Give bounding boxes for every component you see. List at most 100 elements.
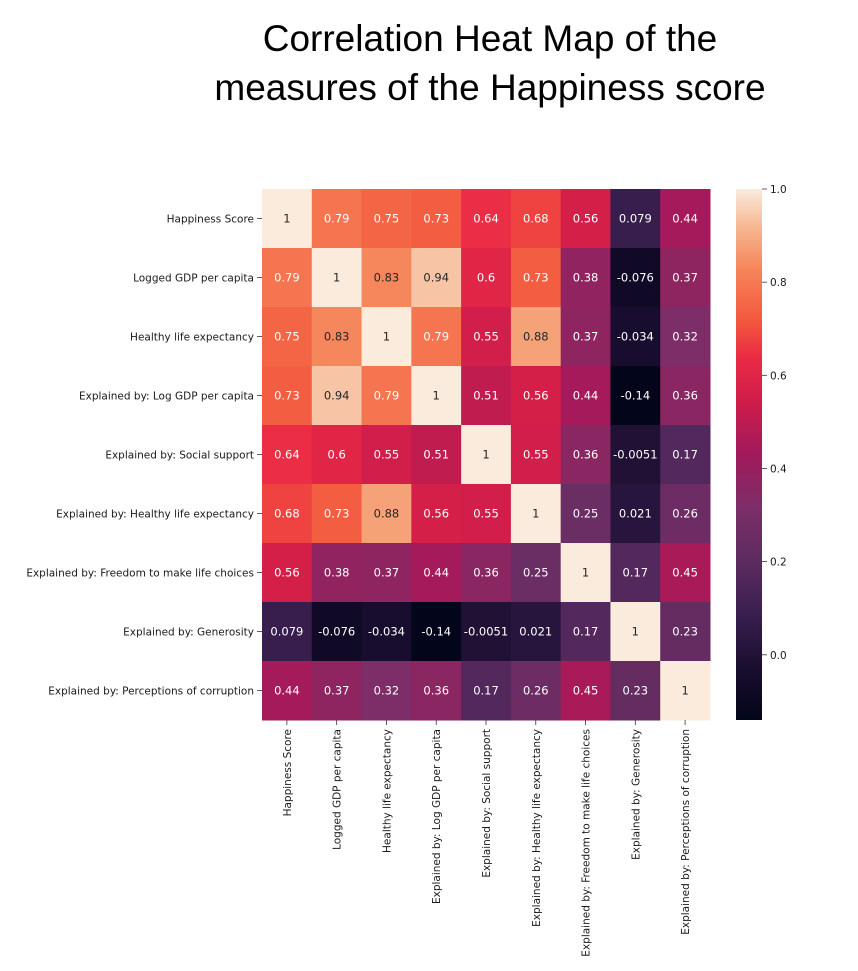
heatmap-cell (311, 189, 363, 249)
heatmap-cell-label: 0.17 (473, 684, 499, 698)
heatmap-cell (660, 425, 711, 485)
heatmap-cell (262, 602, 313, 662)
heatmap-cell-label: 1 (482, 448, 489, 462)
row-label: Explained by: Perceptions of corruption (48, 686, 254, 698)
heatmap-cell-label: 0.73 (523, 271, 549, 285)
heatmap-cell (311, 484, 363, 544)
heatmap-cell-label: 0.23 (623, 684, 649, 698)
colorbar-tick-label: 0.4 (770, 463, 787, 475)
heatmap-cell-label: 0.64 (473, 212, 499, 226)
heatmap-cell-label: -0.034 (617, 330, 654, 344)
heatmap-cell (610, 425, 661, 485)
heatmap-cell (660, 543, 711, 603)
heatmap-cell (660, 602, 711, 662)
heatmap-cell (311, 425, 363, 485)
heatmap-cell (660, 189, 711, 249)
heatmap-cell-label: 0.079 (619, 212, 652, 226)
heatmap-cell (311, 543, 363, 603)
heatmap-cell-label: 0.56 (573, 212, 599, 226)
heatmap-cell-label: 0.73 (274, 389, 300, 403)
heatmap-cell-label: 1 (632, 625, 639, 639)
heatmap-cell-label: 0.37 (374, 566, 400, 580)
heatmap-cell-label: 1 (283, 212, 290, 226)
heatmap-cell (262, 366, 313, 426)
heatmap-row-labels: Happiness Score Logged GDP per capita Heal… (26, 214, 262, 698)
heatmap-cell (311, 248, 363, 308)
heatmap-cell (311, 307, 363, 367)
heatmap-cell (361, 248, 412, 308)
heatmap-cell (411, 484, 462, 544)
heatmap-cell-label: -0.076 (318, 625, 355, 639)
row-label: Logged GDP per capita (133, 273, 254, 285)
heatmap-cell-label: 0.55 (473, 330, 499, 344)
heatmap-cell-label: 0.37 (324, 684, 350, 698)
heatmap-cell (510, 602, 562, 662)
heatmap-cell-label: 0.45 (573, 684, 599, 698)
row-label: Explained by: Freedom to make life choic… (26, 568, 254, 580)
heatmap-cell (461, 484, 512, 544)
colorbar-tick-label: 0.6 (770, 370, 787, 382)
heatmap-cell-label: -0.0051 (613, 448, 657, 462)
heatmap-cell-label: 0.45 (672, 566, 698, 580)
heatmap-cell-label: 0.55 (473, 507, 499, 521)
heatmap-cell-label: 0.88 (523, 330, 549, 344)
heatmap-cell (510, 425, 562, 485)
heatmap-cell (411, 543, 462, 603)
heatmap-cell-label: -0.14 (421, 625, 451, 639)
heatmap-cell (262, 425, 313, 485)
row-label: Happiness Score (167, 214, 254, 226)
chart-title-line-1: Correlation Heat Map of the (262, 18, 718, 59)
heatmap-cell-label: 0.6 (328, 448, 346, 462)
heatmap-cell (660, 366, 711, 426)
column-label: Logged GDP per capita (332, 729, 344, 850)
heatmap-cell-label: 0.37 (672, 271, 698, 285)
heatmap-cell-label: 0.021 (519, 625, 552, 639)
heatmap-cell (660, 661, 711, 721)
colorbar-tick-label: 0.2 (770, 557, 787, 569)
heatmap-cell-label: 0.021 (619, 507, 652, 521)
colorbar-tick-label: 0.8 (770, 277, 787, 289)
column-label: Explained by: Log GDP per capita (431, 729, 443, 904)
heatmap-cell (560, 307, 611, 367)
heatmap-cells: 1 0.79 0.75 0.73 0.64 0.68 0.56 0.079 0.44 0.79 1 0… (262, 189, 711, 721)
heatmap-cell (361, 543, 412, 603)
heatmap-cell (660, 484, 711, 544)
heatmap-cell-label: -0.076 (617, 271, 654, 285)
heatmap-cell (510, 366, 562, 426)
heatmap-cell (361, 307, 412, 367)
heatmap-cell (361, 484, 412, 544)
heatmap-cell (560, 602, 611, 662)
heatmap-cell-label: 0.79 (374, 389, 400, 403)
heatmap-cell (510, 189, 562, 249)
heatmap-cell (560, 425, 611, 485)
column-label: Explained by: Freedom to make life choic… (581, 729, 593, 957)
heatmap-cell-label: 0.55 (523, 448, 549, 462)
heatmap-cell-label: 0.36 (473, 566, 499, 580)
heatmap-cell-label: -0.034 (368, 625, 405, 639)
heatmap-cell-label: 0.79 (423, 330, 449, 344)
heatmap-cell-label: 0.17 (573, 625, 599, 639)
colorbar-gradient (736, 189, 762, 720)
heatmap-cell (361, 425, 412, 485)
heatmap-cell-label: 0.56 (523, 389, 549, 403)
heatmap-cell-label: 0.23 (672, 625, 698, 639)
heatmap-cell (510, 248, 562, 308)
heatmap-cell (610, 366, 661, 426)
heatmap-cell (262, 248, 313, 308)
heatmap-cell (262, 661, 313, 721)
heatmap-cell (560, 661, 611, 721)
heatmap-cell (411, 307, 462, 367)
heatmap-cell-label: 0.25 (523, 566, 549, 580)
heatmap-cell (560, 484, 611, 544)
heatmap-cell-label: 0.44 (274, 684, 300, 698)
heatmap-cell-label: 0.79 (324, 212, 350, 226)
heatmap-cell (411, 189, 462, 249)
heatmap-cell (660, 307, 711, 367)
heatmap-cell-label: 0.79 (274, 271, 300, 285)
heatmap-cell (560, 248, 611, 308)
heatmap-cell-label: 0.94 (324, 389, 350, 403)
row-label: Explained by: Social support (105, 450, 254, 462)
heatmap-cell-label: 0.26 (672, 507, 698, 521)
heatmap-cell (610, 484, 661, 544)
heatmap-cell (411, 425, 462, 485)
